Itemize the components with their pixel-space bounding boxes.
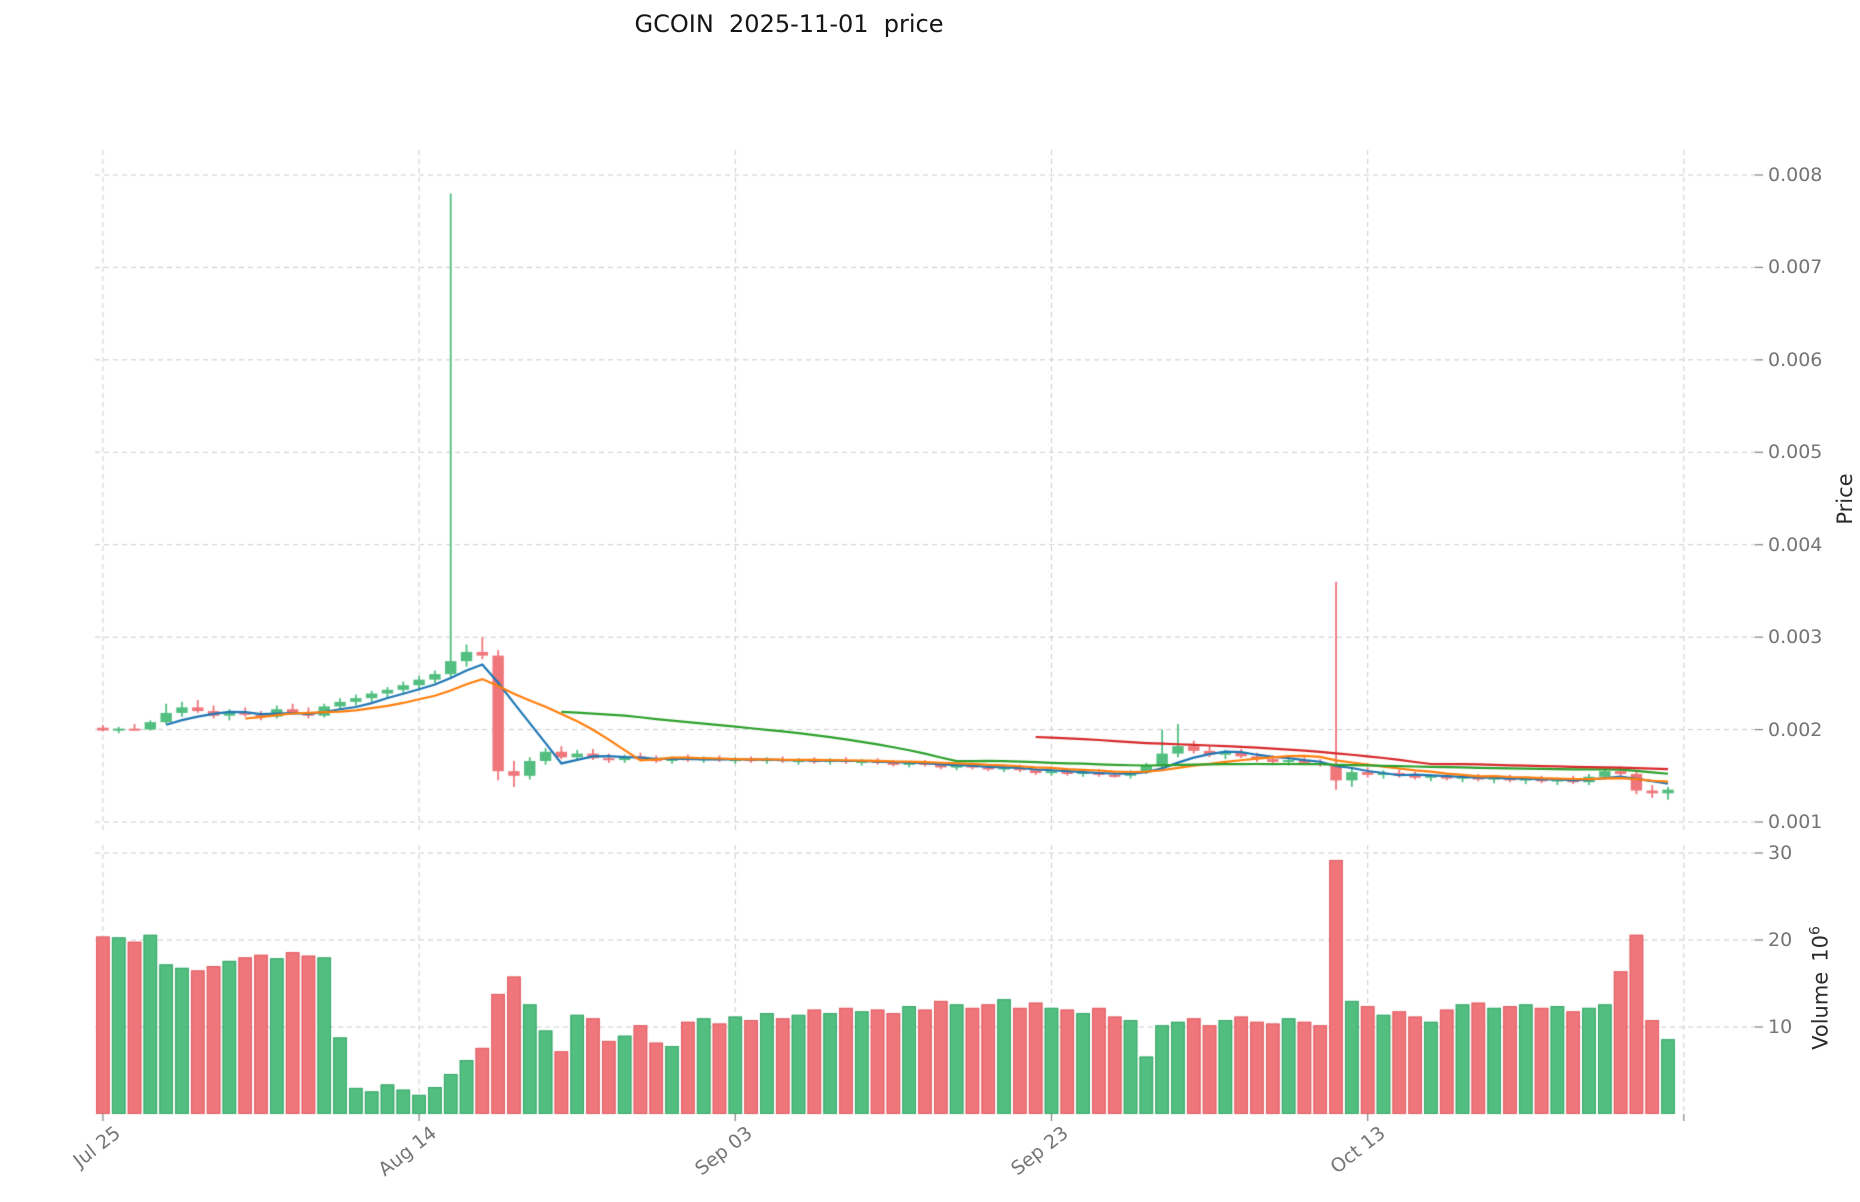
- volume-axis-title-text: Volume: [1808, 971, 1833, 1050]
- price-axis-title: Price: [1833, 473, 1857, 525]
- price-tick-label: 0.006: [1768, 348, 1823, 371]
- volume-tick-label: 30: [1768, 842, 1793, 864]
- price-tick-label: 0.002: [1768, 718, 1823, 741]
- chart-title: GCOIN 2025-11-01 price: [634, 10, 944, 38]
- volume-tick-label: 20: [1768, 929, 1793, 951]
- price-tick-label: 0.005: [1768, 441, 1823, 464]
- volume-axis-unit-base: 10: [1808, 935, 1833, 962]
- price-tick-label: 0.008: [1768, 164, 1823, 186]
- price-tick-label: 0.003: [1768, 626, 1823, 649]
- volume-tick-label: 10: [1768, 1016, 1793, 1038]
- volume-axis-title: Volume 106: [1808, 926, 1833, 1050]
- price-tick-label: 0.007: [1768, 256, 1823, 279]
- price-tick-label: 0.004: [1768, 533, 1823, 556]
- price-tick-label: 0.001: [1768, 811, 1823, 833]
- volume-axis-unit-exponent: 6: [1807, 926, 1824, 936]
